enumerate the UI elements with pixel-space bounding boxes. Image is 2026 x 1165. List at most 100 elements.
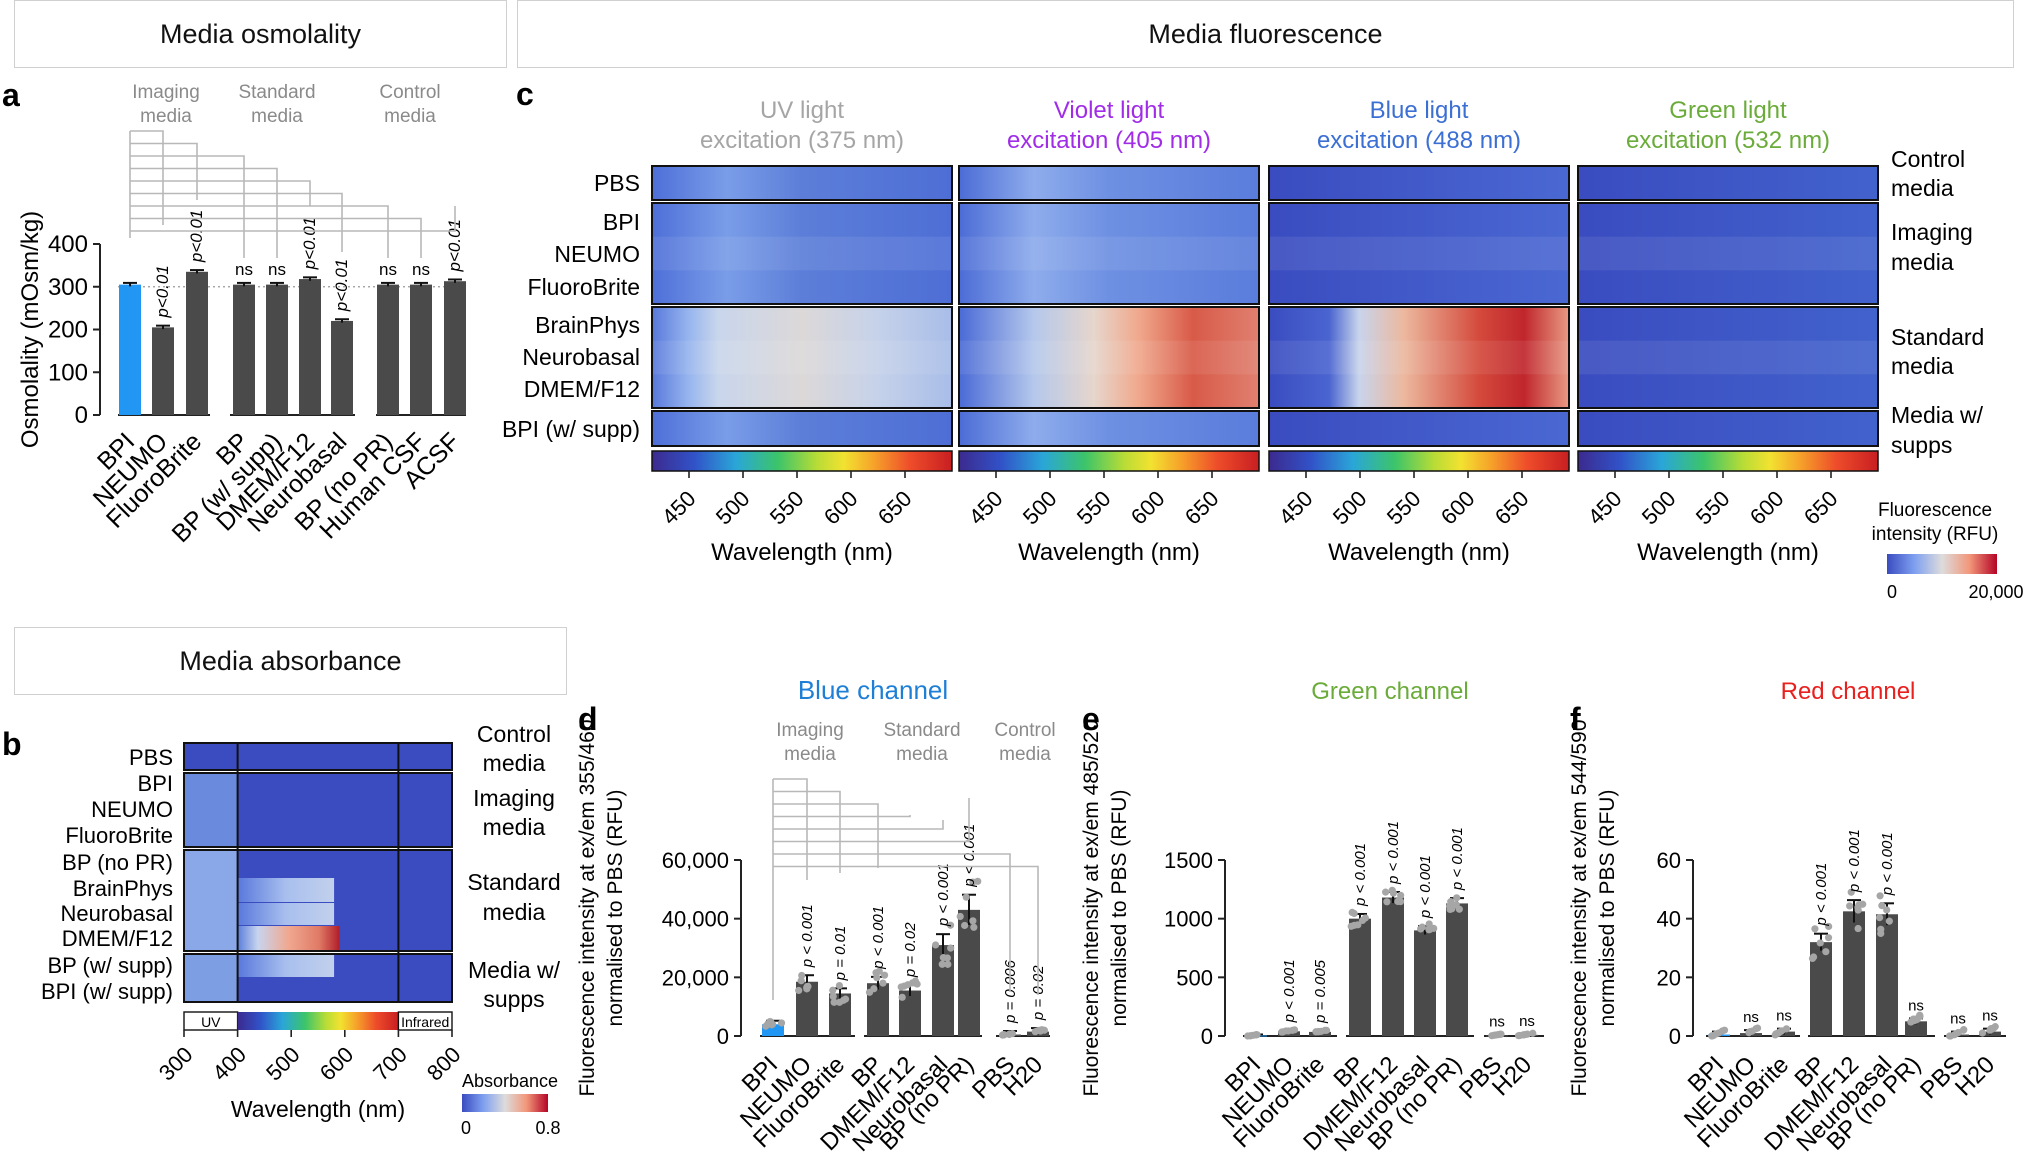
heatmap-block [1577, 306, 1879, 409]
data-point [1782, 1025, 1791, 1033]
chart-title: Blue channel [798, 675, 948, 705]
annotation-p-value: p < 0.001 [1281, 959, 1298, 1023]
bar-bp [1349, 918, 1371, 1036]
x-axis-label: Wavelength (nm) [231, 1096, 405, 1122]
infrared-band [397, 1011, 453, 1031]
excitation-subtitle: excitation (375 nm) [700, 127, 904, 154]
comparison-bracket [773, 778, 808, 880]
chart-title: Red channel [1781, 678, 1916, 705]
annotation-p-value: p<0.01 [300, 217, 319, 270]
panel-label-d: d [578, 701, 598, 737]
row-label: BP (w/ supp) [47, 953, 173, 978]
visible-absorbance-high [237, 926, 340, 950]
row-label: NEUMO [91, 797, 173, 822]
visible-absorbance [237, 955, 335, 977]
section-title-absorbance: Media absorbance [14, 627, 567, 695]
panel-label-e: e [1082, 701, 1100, 737]
uv-band-label: UV [201, 1014, 221, 1030]
x-tick-label: 500 [1328, 486, 1372, 530]
row-label: Neurobasal [522, 344, 640, 370]
annotation-p-value: p<0.01 [332, 259, 351, 312]
row-label: PBS [594, 170, 640, 196]
y-tick-label: 60,000 [662, 848, 729, 873]
annotation-p-value: p < 0.001 [1385, 821, 1402, 885]
section-title-fluorescence: Media fluorescence [517, 0, 2014, 68]
heatmap-block [651, 410, 953, 447]
y-axis-label-line2: normalised to PBS (RFU) [1596, 790, 1619, 1027]
annotation-ns: ns [1776, 1008, 1792, 1025]
group-label: Standard [883, 720, 960, 741]
y-axis-label: Osmolality (mOsm/kg) [17, 211, 44, 448]
heatmap-block [651, 165, 953, 201]
annotation-p-value: p = 0.01 [832, 926, 849, 982]
colorbar [462, 1094, 548, 1112]
y-axis-label-line2: normalised to PBS (RFU) [604, 790, 627, 1027]
spectrum-bar [1268, 450, 1570, 472]
row-label: Neurobasal [60, 901, 173, 926]
data-point [1809, 953, 1818, 961]
group-label: media [140, 106, 192, 127]
group-label: media [483, 899, 546, 925]
data-point [1040, 1026, 1049, 1034]
data-point [873, 974, 881, 982]
annotation-ns: ns [1982, 1008, 1998, 1025]
data-point [766, 1018, 774, 1026]
data-point [1854, 924, 1862, 933]
data-point [1960, 1026, 1968, 1034]
comparison-bracket [130, 205, 389, 258]
excitation-title: Violet light [1054, 97, 1165, 124]
colorbar-max: 0.8 [535, 1118, 560, 1138]
bar-neumo [796, 981, 818, 1036]
x-tick-label: 550 [765, 486, 809, 530]
x-tick-label: 800 [422, 1042, 466, 1086]
bar-bp [233, 284, 255, 415]
data-point [1397, 891, 1405, 899]
annotation-p-value: p < 0.001 [1846, 829, 1863, 893]
bar-bpi [762, 1024, 784, 1036]
data-point [1883, 906, 1891, 914]
category-label: H20 [1950, 1051, 2000, 1101]
x-tick-label: 300 [154, 1042, 198, 1086]
group-label: media [483, 814, 546, 840]
group-label: supps [1891, 432, 1952, 458]
group-label: Media w/ [1891, 402, 1984, 428]
heatmap-block [958, 410, 1260, 447]
group-label: Imaging [776, 720, 844, 741]
y-tick-label: 1000 [1164, 907, 1213, 932]
data-point [879, 979, 887, 987]
y-tick-label: 100 [48, 359, 88, 386]
x-tick-label: 500 [1018, 486, 1062, 530]
y-tick-label: 20,000 [662, 965, 729, 990]
heatmap-block [1268, 202, 1570, 305]
heatmap-block [958, 202, 1260, 305]
comparison-bracket [130, 180, 311, 206]
comparison-bracket [130, 167, 278, 258]
x-tick-label: 650 [873, 486, 917, 530]
group-label: media [251, 106, 303, 127]
red-channel-bar-chart: Red channel 0 20 40 60 Fluorescence intensity… [1568, 678, 2006, 1157]
row-label: BrainPhys [535, 312, 640, 338]
comparison-bracket [130, 206, 456, 232]
group-label: Standard [1891, 324, 1984, 350]
group-label: media [784, 744, 836, 765]
heatmap-border [183, 849, 453, 952]
y-axis-label: Fluorescence intensity at ex/em 544/590 [1568, 719, 1591, 1096]
row-label: PBS [129, 745, 173, 770]
comparison-bracket [773, 790, 841, 873]
green-channel-bar-chart: Green channel 0 500 1000 1500 Fluorescence in… [1080, 678, 1544, 1157]
data-point [1381, 888, 1390, 896]
y-tick-label: 40,000 [662, 907, 729, 932]
heatmap-row-band [960, 236, 1258, 271]
data-point [969, 878, 977, 886]
heatmap-row-band [960, 340, 1258, 375]
colorbar-max: 20,000 [1968, 582, 2023, 602]
bar-acsf [444, 281, 466, 415]
data-point [1877, 929, 1885, 938]
heatmap-block [958, 306, 1260, 409]
x-tick-label: 650 [1180, 486, 1224, 530]
data-point [1445, 902, 1454, 910]
bar-bp-no-pr [958, 909, 980, 1036]
data-point [946, 921, 955, 929]
comparison-bracket [130, 192, 343, 252]
